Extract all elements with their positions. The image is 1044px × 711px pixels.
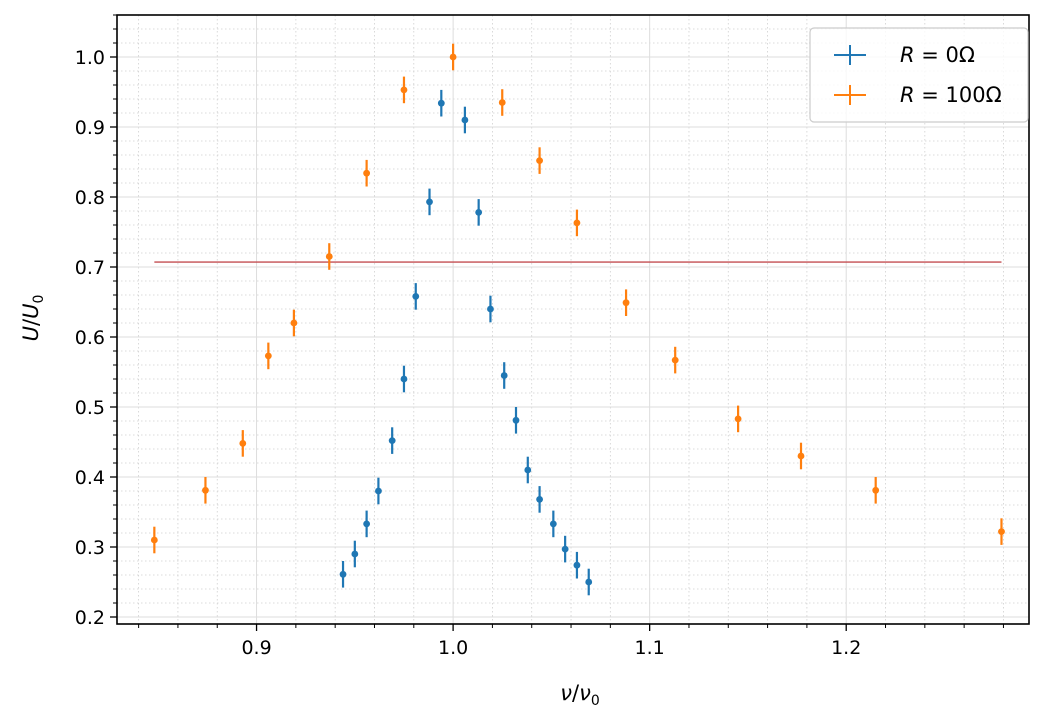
data-point xyxy=(734,415,742,423)
data-point xyxy=(872,486,880,494)
data-point xyxy=(400,86,408,94)
axis-ticks xyxy=(110,14,1004,631)
data-point xyxy=(561,545,569,553)
data-point xyxy=(239,440,247,447)
legend-frame xyxy=(809,27,1029,123)
y-tick-label: 1.0 xyxy=(75,47,105,69)
y-tick-label: 0.3 xyxy=(75,537,105,559)
data-point xyxy=(426,198,433,206)
data-point xyxy=(797,452,805,460)
data-point xyxy=(400,375,408,383)
data-point xyxy=(412,293,420,300)
x-tick-label: 1.2 xyxy=(831,637,861,659)
y-tick-label: 0.5 xyxy=(75,397,105,419)
legend-label-r0: R = 0Ω xyxy=(900,43,975,67)
data-point xyxy=(290,319,298,327)
major-grid xyxy=(117,15,1029,624)
data-point xyxy=(512,416,520,424)
data-point xyxy=(573,561,581,569)
x-tick-label: 0.9 xyxy=(241,637,271,659)
data-point xyxy=(475,209,483,216)
data-point xyxy=(998,528,1005,535)
series-r100 xyxy=(150,43,1005,554)
data-point xyxy=(671,356,679,364)
data-point xyxy=(461,116,469,124)
plot-frame xyxy=(116,14,1030,625)
data-point xyxy=(351,550,359,558)
data-point xyxy=(264,352,272,360)
data-point xyxy=(487,305,494,313)
data-point xyxy=(388,437,396,444)
data-point xyxy=(622,299,630,307)
data-point xyxy=(549,520,557,528)
y-tick-label: 0.2 xyxy=(75,607,105,629)
data-point xyxy=(573,219,581,227)
y-axis-label: U/U0 xyxy=(19,295,47,342)
data-point xyxy=(325,253,333,260)
data-layer xyxy=(150,43,1005,596)
legend: R = 0Ω R = 100Ω xyxy=(809,27,1029,123)
data-point xyxy=(500,372,508,379)
y-tick-label: 0.7 xyxy=(75,257,105,279)
data-point xyxy=(585,578,593,586)
data-point xyxy=(375,487,382,495)
data-point xyxy=(339,570,347,578)
data-point xyxy=(363,169,371,177)
legend-item-r0: R = 0Ω xyxy=(834,43,975,67)
data-point xyxy=(150,536,158,544)
axis-tick-labels: 0.9 1.0 1.1 1.2 0.2 0.3 0.4 0.5 0.6 0.7 0.8 0.9 1.0 xyxy=(75,47,862,659)
data-point xyxy=(437,99,445,107)
x-tick-label: 1.0 xyxy=(438,637,468,659)
data-point xyxy=(202,486,209,494)
legend-item-r100: R = 100Ω xyxy=(834,83,1002,107)
data-point xyxy=(524,466,532,474)
y-tick-label: 0.4 xyxy=(75,467,105,489)
y-tick-label: 0.9 xyxy=(75,117,105,139)
legend-label-r100: R = 100Ω xyxy=(900,83,1002,107)
data-point xyxy=(536,157,543,165)
data-point xyxy=(498,99,506,106)
y-tick-label: 0.6 xyxy=(75,327,105,349)
data-point xyxy=(536,496,543,503)
x-tick-label: 1.1 xyxy=(635,637,665,659)
series-r0 xyxy=(339,89,593,596)
data-point xyxy=(449,53,457,61)
x-axis-label: ν/ν0 xyxy=(560,681,599,709)
data-point xyxy=(363,520,371,528)
y-tick-label: 0.8 xyxy=(75,187,105,209)
